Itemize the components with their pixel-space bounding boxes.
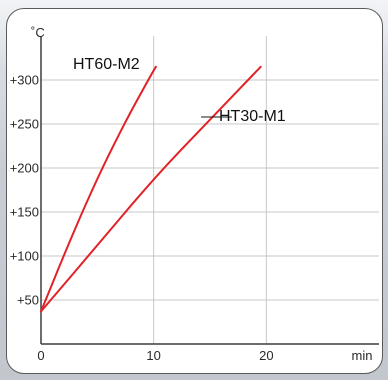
labels: ˚C min HT60-M2 HT30-M1 [31,25,372,363]
y-tick-label-100: +100 [10,249,39,264]
series-label-ht60: HT60-M2 [73,56,140,73]
x-axis-unit: min [352,348,373,363]
y-tick-label-150: +150 [10,205,39,220]
y-tick-label-250: +250 [10,117,39,132]
y-tick-label-50: +50 [17,293,39,308]
y-tick-label-200: +200 [10,161,39,176]
x-tick-label-10: 10 [146,348,160,363]
series-line-ht60-m2 [40,65,157,313]
series-label-ht30: HT30-M1 [219,108,286,125]
temperature-time-chart: +50 +100 +150 +200 +250 +300 0 10 20 ˚C min HT60… [10,25,379,363]
chart-panel: +50 +100 +150 +200 +250 +300 0 10 20 ˚C min HT60… [6,8,383,374]
y-tick-label-300: +300 [10,73,39,88]
series-line-ht30-m1 [40,65,262,313]
series-lines [40,65,262,313]
x-tick-label-0: 0 [37,348,44,363]
grid [41,36,379,344]
x-tick-label-20: 20 [259,348,273,363]
axes: +50 +100 +150 +200 +250 +300 0 10 20 [10,36,379,363]
y-axis-unit: ˚C [31,25,45,40]
